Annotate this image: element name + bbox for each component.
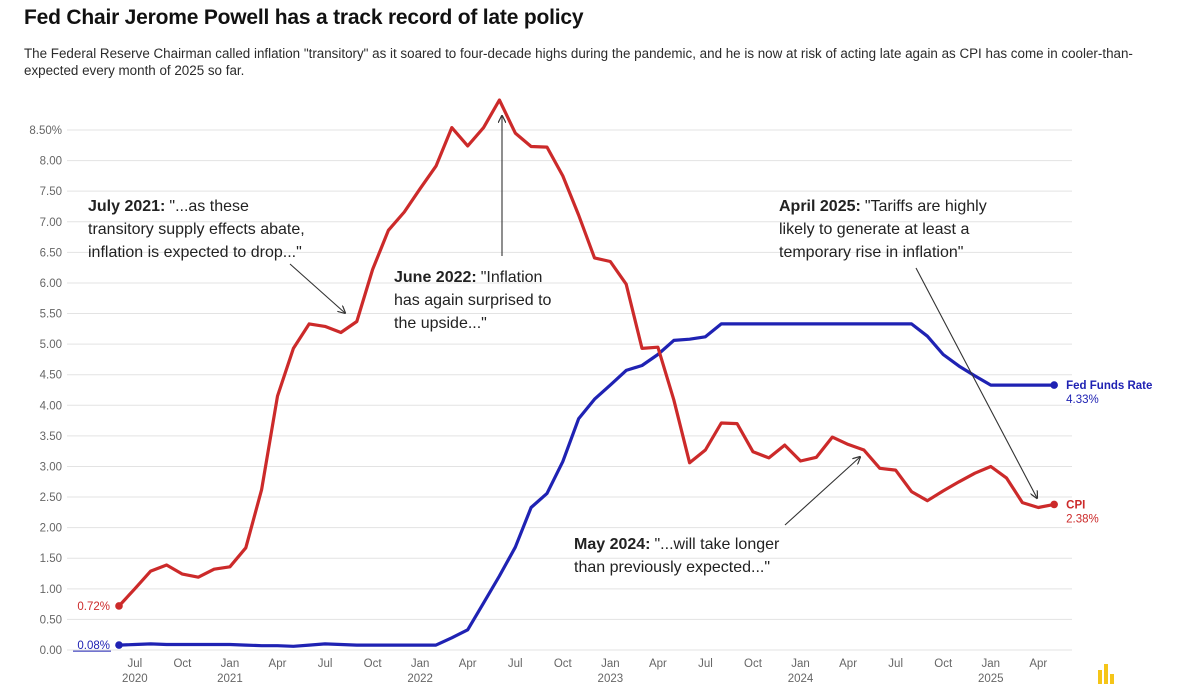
series-end-point <box>1050 500 1058 509</box>
series-end-value: 2.38% <box>1066 513 1099 525</box>
y-axis-ticks: 0.00 0.50 1.00 1.50 2.00 2.50 3.00 3.50 4.00 4.50… <box>29 125 62 657</box>
x-tick-label: Jul <box>888 658 903 670</box>
y-tick-label: 7.50 <box>40 186 62 198</box>
arrow-july-2021 <box>289 263 345 313</box>
y-tick-label: 1.50 <box>40 553 62 565</box>
y-tick-label: 6.00 <box>40 278 62 290</box>
chart-subtitle: The Federal Reserve Chairman called infl… <box>24 46 1133 78</box>
series-name-label: CPI <box>1066 499 1085 511</box>
x-tick-label: Apr <box>459 658 477 670</box>
cpi-line <box>117 98 1056 608</box>
x-tick-label: Jan <box>411 658 430 670</box>
y-tick-label: 2.00 <box>40 523 62 535</box>
y-tick-label: 3.50 <box>40 431 62 443</box>
y-tick-label: 8.50% <box>29 125 62 137</box>
x-tick-year: 2025 <box>978 673 1004 684</box>
fed-funds-line <box>117 322 1056 648</box>
y-tick-label: 8.00 <box>40 156 62 168</box>
x-tick-year: 2023 <box>598 673 624 684</box>
annotation-july-2021: July 2021: "...as these transitory supply… <box>88 198 309 261</box>
y-tick-label: 0.50 <box>40 614 62 626</box>
y-tick-label: 2.50 <box>40 492 62 504</box>
x-tick-label: Jan <box>981 658 1000 670</box>
series-start-label: 0.72% <box>77 601 110 613</box>
x-tick-label: Jul <box>127 658 142 670</box>
annotation-june-2022: June 2022: "Inflation has again surprised… <box>394 269 556 332</box>
y-tick-label: 3.00 <box>40 461 62 473</box>
y-tick-label: 4.50 <box>40 370 62 382</box>
annotation-may-2024-date: May 2024: <box>574 536 651 553</box>
x-axis-ticks: Jul 2020 Oct Jan 2021 Apr Jul Oct Jan 2022 Apr Jul O… <box>122 658 1047 684</box>
arrow-april-2025 <box>915 267 1037 498</box>
annotation-april-2025: April 2025: "Tariffs are highly likely to… <box>779 198 991 261</box>
x-tick-label: Jul <box>698 658 713 670</box>
y-tick-label: 6.50 <box>40 247 62 259</box>
annotation-arrows <box>289 116 1037 526</box>
y-tick-label: 5.00 <box>40 339 62 351</box>
annotation-may-2024: May 2024: "...will take longer than previ… <box>574 536 784 576</box>
series-end-value: 4.33% <box>1066 394 1099 406</box>
annotation-june-2022-date: June 2022: <box>394 269 477 286</box>
x-tick-label: Oct <box>364 658 383 670</box>
y-tick-label: 5.50 <box>40 309 62 321</box>
x-tick-label: Jan <box>601 658 620 670</box>
chart-title: Fed Chair Jerome Powell has a track reco… <box>24 6 584 29</box>
x-tick-label: Apr <box>839 658 857 670</box>
x-tick-label: Oct <box>744 658 763 670</box>
annotation-april-2025-date: April 2025: <box>779 198 861 215</box>
x-tick-label: Apr <box>1029 658 1047 670</box>
x-tick-year: 2022 <box>407 673 433 684</box>
series-start-label: 0.08% <box>77 640 110 652</box>
x-tick-label: Apr <box>649 658 667 670</box>
series-lines <box>115 98 1058 649</box>
arrow-may-2024 <box>784 457 860 526</box>
x-tick-year: 2021 <box>217 673 243 684</box>
x-tick-label: Oct <box>173 658 192 670</box>
publisher-logo <box>1098 664 1114 684</box>
series-name-label: Fed Funds Rate <box>1066 380 1152 392</box>
y-tick-label: 1.00 <box>40 584 62 596</box>
y-tick-label: 0.00 <box>40 645 62 657</box>
x-tick-year: 2024 <box>788 673 814 684</box>
series-start-point <box>115 602 123 610</box>
y-tick-label: 7.00 <box>40 217 62 229</box>
series-end-point <box>1050 381 1058 389</box>
annotation-july-2021-date: July 2021: <box>88 198 165 215</box>
series-labels: 0.08% Fed Funds Rate 4.33% 0.72% CPI 2.38% <box>73 380 1152 652</box>
x-tick-label: Oct <box>934 658 953 670</box>
x-tick-label: Apr <box>269 658 287 670</box>
x-tick-label: Jul <box>508 658 523 670</box>
x-tick-label: Jul <box>318 658 333 670</box>
y-tick-label: 4.00 <box>40 400 62 412</box>
x-tick-label: Jan <box>221 658 240 670</box>
x-tick-year: 2020 <box>122 673 148 684</box>
gridlines <box>67 129 1072 651</box>
series-start-point <box>115 641 123 649</box>
x-tick-label: Oct <box>554 658 573 670</box>
x-tick-label: Jan <box>791 658 810 670</box>
